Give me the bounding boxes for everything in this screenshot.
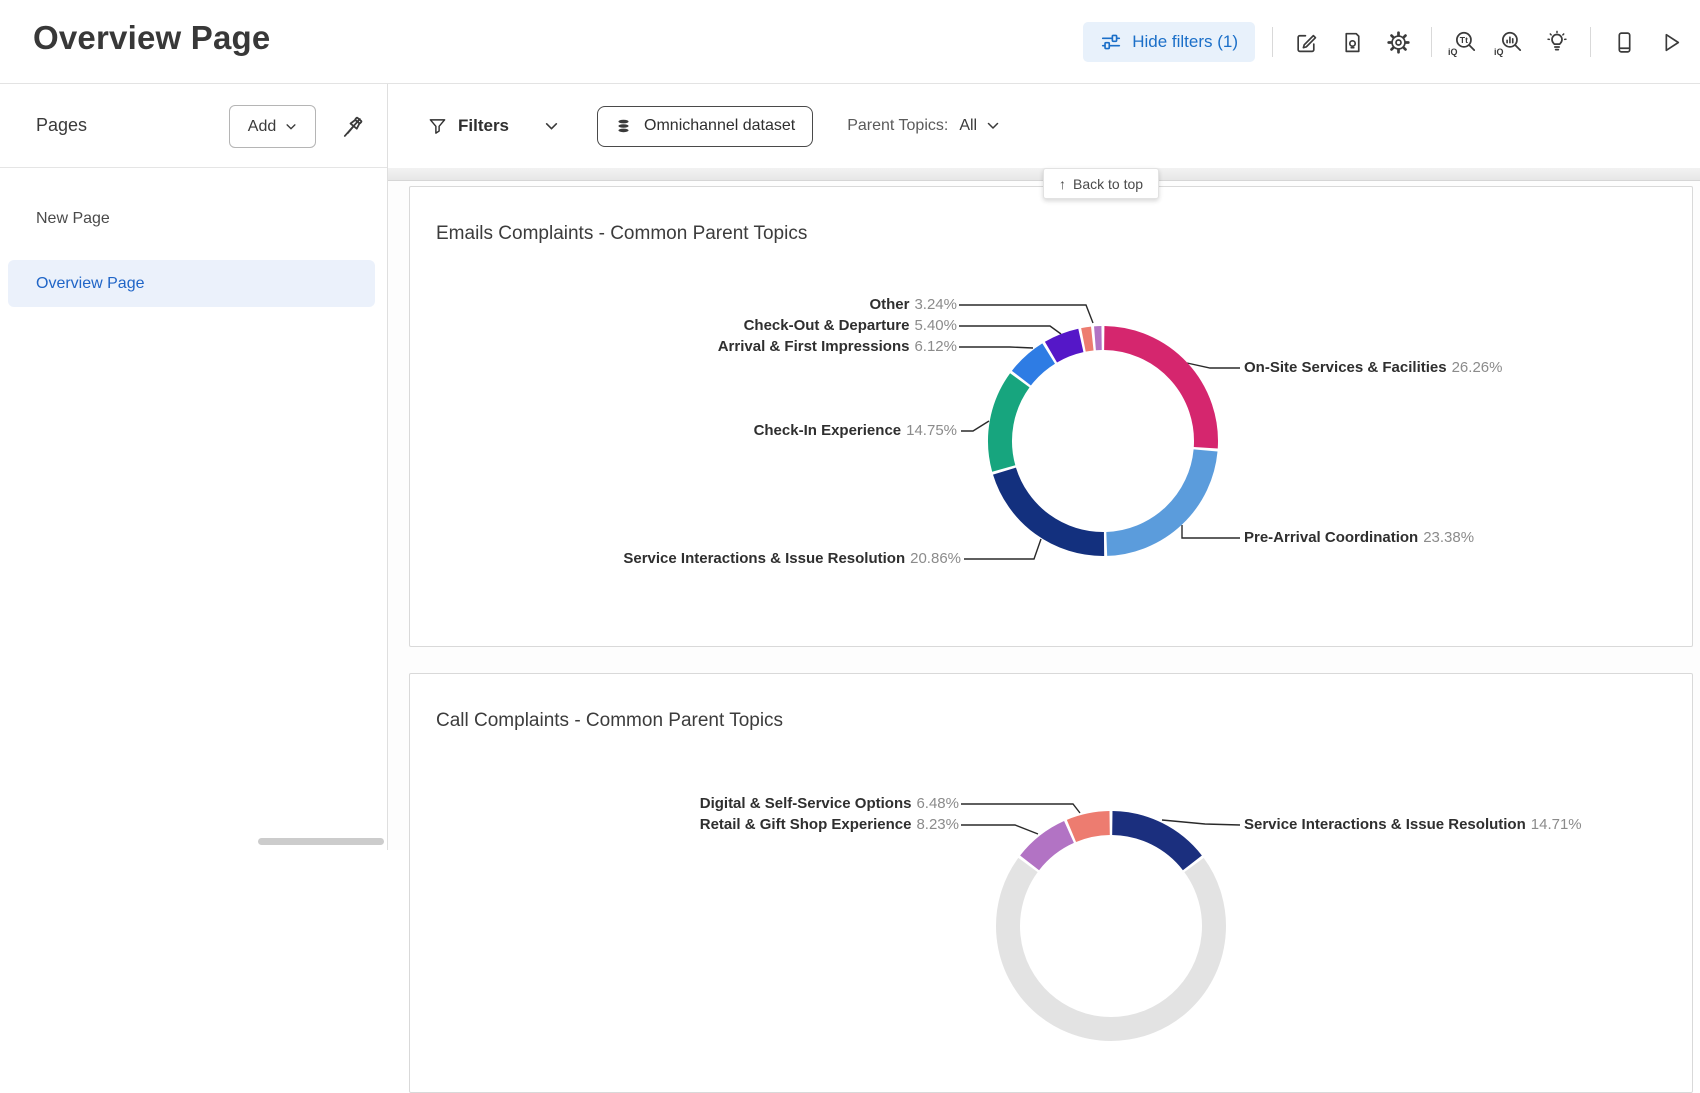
parent-topics-label: Parent Topics:: [847, 117, 948, 135]
parent-topics-chevron-down-icon[interactable]: [986, 119, 1000, 133]
sliders-icon: [1100, 31, 1122, 53]
toolbar-divider: [1590, 27, 1591, 57]
gear-icon: [1386, 30, 1411, 55]
iq-label: iQ: [1494, 47, 1504, 57]
donut-slice[interactable]: [1071, 823, 1109, 831]
donut-slice[interactable]: [1004, 471, 1104, 544]
dataset-filter-button[interactable]: Omnichannel dataset: [597, 106, 813, 147]
mobile-phone-icon: [1612, 30, 1637, 55]
donut-slice[interactable]: [1030, 832, 1069, 863]
widget-emails-complaints: Emails Complaints - Common Parent Topics…: [409, 186, 1693, 647]
play-icon: [1658, 30, 1683, 55]
lightbulb-rays-icon: [1544, 29, 1570, 55]
leader-line: [961, 825, 1038, 834]
unpin-sidebar-button[interactable]: [334, 109, 370, 145]
back-to-top-label: Back to top: [1073, 176, 1143, 192]
database-icon: [615, 118, 632, 135]
sidebar-item-overview-page[interactable]: Overview Page: [8, 260, 375, 307]
unpin-icon: [339, 114, 366, 141]
leader-line: [959, 305, 1093, 323]
pages-sidebar: Pages Add New Page Overview: [0, 84, 388, 850]
settings-button[interactable]: [1382, 26, 1414, 58]
donut-chart-emails: [410, 187, 1692, 646]
sidebar-item-new-page[interactable]: New Page: [36, 210, 110, 228]
page-title: Overview Page: [33, 19, 270, 57]
donut-slice[interactable]: [1000, 380, 1020, 468]
donut-slice[interactable]: [1112, 823, 1192, 863]
add-button-label: Add: [248, 118, 276, 136]
leader-line: [959, 326, 1061, 334]
document-lightbulb-icon: [1340, 30, 1365, 55]
main-content: Filters Omnichannel dataset Parent Topic…: [388, 84, 1700, 850]
arrow-up-icon: ↑: [1059, 176, 1066, 192]
dataset-filter-label: Omnichannel dataset: [644, 117, 795, 135]
text-iq-button[interactable]: Tt iQ: [1449, 26, 1481, 58]
add-page-button[interactable]: Add: [229, 105, 316, 148]
top-header: Overview Page Hide filters (1): [0, 0, 1700, 84]
donut-slice[interactable]: [1021, 354, 1048, 379]
sidebar-horizontal-scrollbar[interactable]: [258, 838, 384, 845]
edit-pencil-icon: [1294, 30, 1319, 55]
leader-line: [1187, 363, 1240, 368]
donut-slice[interactable]: [1107, 450, 1206, 544]
donut-slice[interactable]: [1104, 338, 1206, 448]
leader-line: [961, 421, 989, 431]
leader-line: [1162, 820, 1240, 825]
widget-call-complaints: Call Complaints - Common Parent Topics D…: [409, 673, 1693, 1093]
leader-line: [959, 347, 1033, 348]
filters-label: Filters: [458, 116, 509, 136]
edit-page-button[interactable]: [1290, 26, 1322, 58]
toolbar-divider: [1431, 27, 1432, 57]
hide-filters-button[interactable]: Hide filters (1): [1083, 22, 1255, 62]
hide-filters-label: Hide filters (1): [1132, 32, 1238, 52]
suggestions-button[interactable]: [1541, 26, 1573, 58]
preview-play-button[interactable]: [1654, 26, 1686, 58]
iq-label: iQ: [1448, 47, 1458, 57]
filters-chevron-down-icon[interactable]: [544, 119, 559, 134]
pages-title: Pages: [36, 115, 87, 136]
header-toolbar: Hide filters (1): [1083, 0, 1686, 84]
leader-line: [964, 539, 1041, 559]
sidebar-item-label: New Page: [36, 210, 110, 227]
svg-text:Tt: Tt: [1460, 35, 1468, 45]
mobile-preview-button[interactable]: [1608, 26, 1640, 58]
donut-chart-calls: [410, 674, 1692, 1092]
parent-topics-value[interactable]: All: [959, 117, 977, 135]
chevron-down-icon: [285, 121, 297, 133]
toolbar-divider: [1272, 27, 1273, 57]
filter-bar: Filters Omnichannel dataset Parent Topic…: [388, 84, 1700, 168]
back-to-top-button[interactable]: ↑ Back to top: [1043, 168, 1159, 199]
stats-iq-button[interactable]: iQ: [1495, 26, 1527, 58]
donut-slice[interactable]: [1083, 339, 1092, 340]
funnel-icon: [428, 117, 447, 136]
leader-line: [961, 804, 1080, 813]
donut-slice[interactable]: [1008, 865, 1214, 1029]
page-insights-button[interactable]: [1336, 26, 1368, 58]
leader-line: [1182, 525, 1240, 538]
donut-slice[interactable]: [1051, 340, 1081, 352]
sidebar-header: Pages Add: [0, 84, 387, 168]
sidebar-item-label: Overview Page: [36, 275, 145, 293]
